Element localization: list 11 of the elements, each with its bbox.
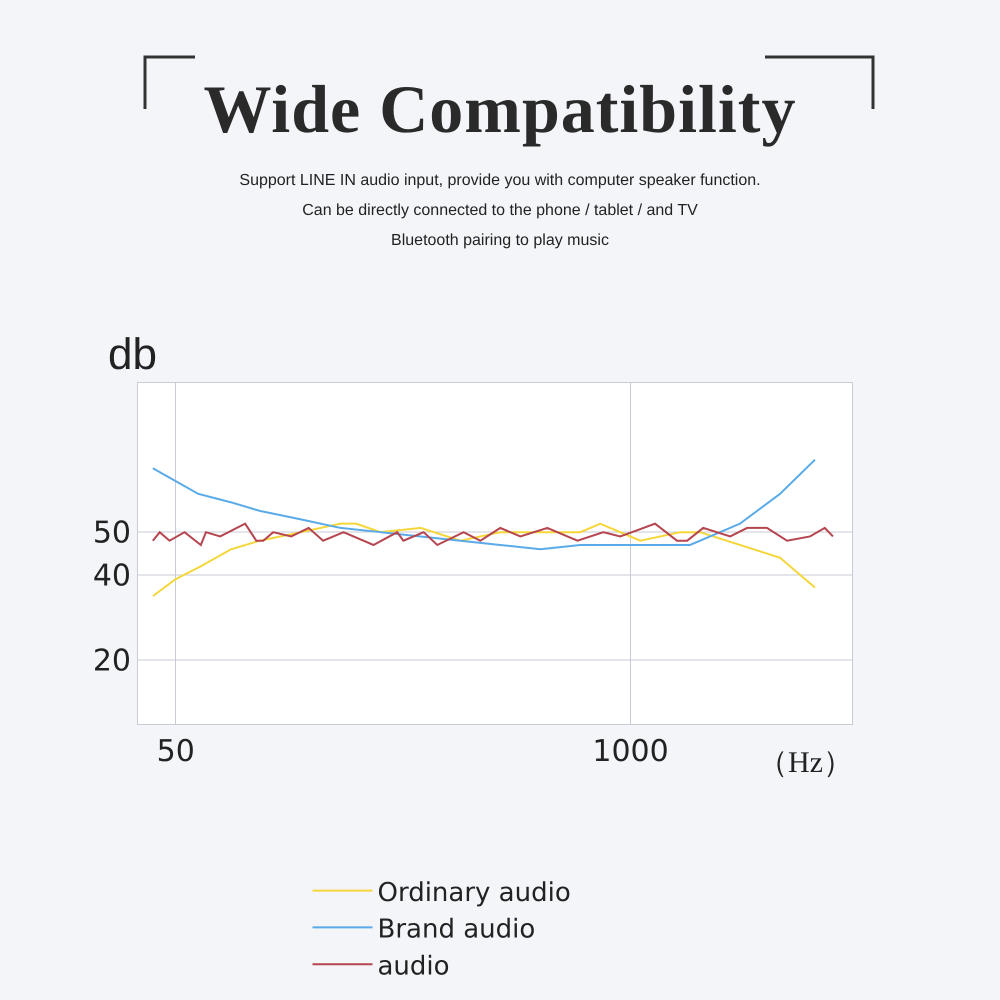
chart-subtitle: Support LINE IN audio input, provide you with computer speaker function. Can be directly connected to the phone / tablet / and TV Bluetooth pairing to play music xyxy=(238,171,762,251)
y-tick-label: 50 xyxy=(92,516,131,551)
y-tick-label: 40 xyxy=(92,558,131,594)
x-axis-title: （Hz） xyxy=(758,746,853,779)
legend-label: audio xyxy=(378,951,450,982)
legend-label: Ordinary audio xyxy=(378,878,571,908)
y-axis-title: db xyxy=(108,330,157,379)
chart-title: Wide Compatibility xyxy=(202,70,798,149)
x-tick-label: 1000 xyxy=(592,734,669,769)
y-tick-label: 20 xyxy=(92,644,131,679)
legend-label: Brand audio xyxy=(378,914,536,945)
